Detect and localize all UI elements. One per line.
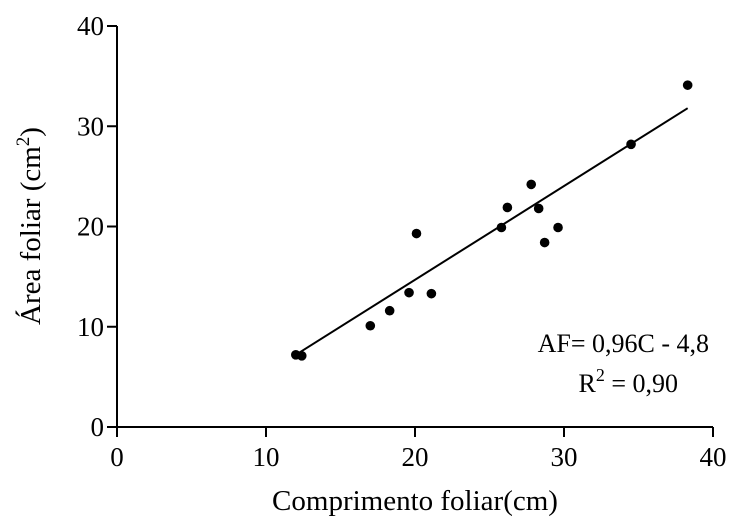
x-tick-label: 40 — [700, 442, 727, 472]
x-tick-label: 20 — [402, 442, 429, 472]
y-tick-label: 20 — [77, 212, 104, 242]
r-squared-label: R2 = 0,90 — [578, 365, 678, 398]
regression-line — [295, 107, 689, 356]
regression-equation: AF= 0,96C - 4,8 — [538, 329, 709, 358]
x-axis-title: Comprimento foliar(cm) — [272, 485, 558, 517]
regression-line-segment — [295, 107, 689, 356]
x-tick-label: 30 — [551, 442, 578, 472]
data-point — [365, 320, 376, 331]
x-tick-label: 10 — [253, 442, 280, 472]
data-point — [411, 228, 422, 239]
y-axis: 0 10 20 30 40 — [77, 11, 118, 442]
data-point — [384, 305, 395, 316]
r-squared-sup: 2 — [596, 365, 605, 385]
y-axis-title-base: Área foliar (cm — [14, 146, 47, 325]
data-point — [553, 222, 563, 233]
data-point — [496, 222, 507, 233]
data-point — [296, 351, 307, 361]
y-axis-title-end: ) — [15, 127, 47, 137]
y-axis-title: Área foliar (cm2) — [13, 127, 47, 325]
data-point — [539, 237, 550, 248]
data-point — [426, 288, 437, 299]
data-point — [526, 179, 537, 190]
r-squared-value: = 0,90 — [605, 369, 678, 398]
data-point — [533, 203, 544, 214]
data-point — [682, 80, 693, 90]
data-point — [404, 287, 414, 298]
y-tick-label: 0 — [91, 412, 105, 442]
r-squared-base: R — [578, 369, 596, 398]
data-points — [291, 80, 693, 361]
data-point — [626, 139, 636, 150]
x-tick-label: 0 — [110, 442, 124, 472]
y-tick-label: 10 — [77, 312, 104, 342]
y-axis-title-sup: 2 — [13, 137, 34, 147]
data-point — [502, 202, 513, 213]
y-tick-label: 30 — [77, 111, 104, 141]
y-tick-label: 40 — [77, 11, 104, 41]
x-axis: 0 10 20 30 40 — [110, 426, 727, 472]
